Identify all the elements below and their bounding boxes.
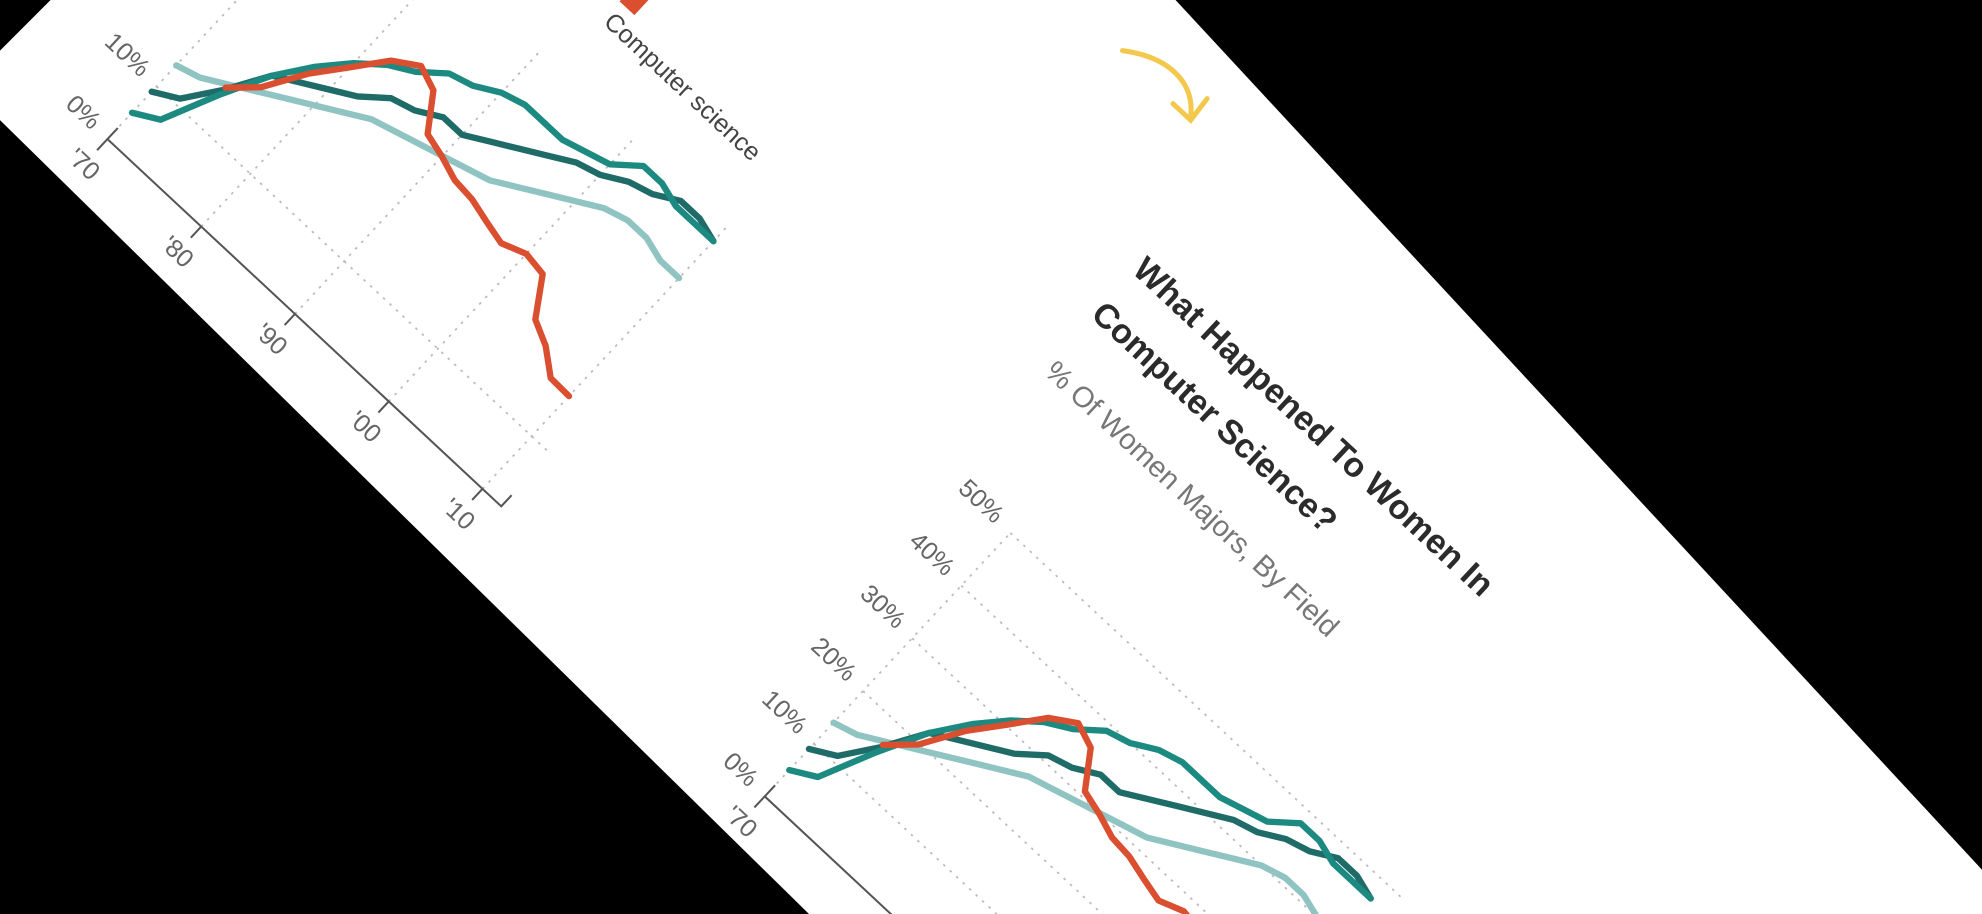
series-line — [786, 717, 1374, 902]
series-line — [805, 729, 1374, 902]
x-tick — [753, 795, 766, 809]
x-axis — [106, 127, 513, 508]
series-line — [879, 714, 1230, 914]
series-line — [128, 59, 717, 245]
x-axis — [763, 784, 1170, 914]
legend-swatch — [619, 0, 652, 16]
x-tick — [96, 138, 109, 151]
grid-line — [813, 743, 1209, 914]
x-tick — [190, 225, 202, 239]
grid-line — [960, 584, 1356, 914]
arrow-icon — [1119, 48, 1210, 124]
series-line — [148, 72, 717, 245]
x-tick — [471, 488, 484, 501]
x-tick — [377, 400, 390, 414]
grid-line — [155, 85, 552, 455]
series-line — [222, 57, 573, 400]
grid-line — [1009, 532, 1405, 901]
x-tick — [283, 313, 296, 326]
grid-line — [911, 637, 1307, 914]
